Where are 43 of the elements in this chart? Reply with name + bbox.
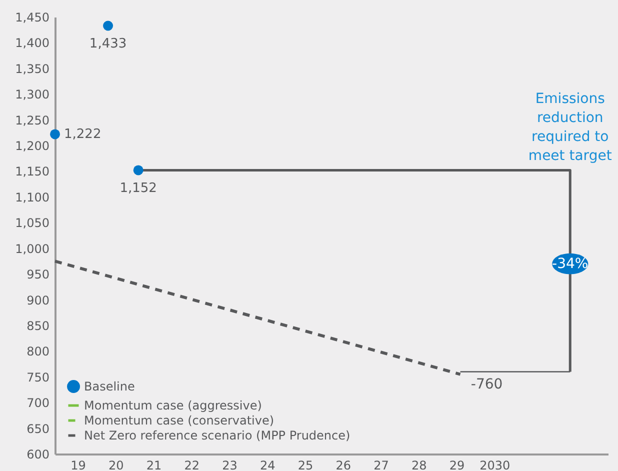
point [103,20,114,31]
y-tick-label: 700 [26,396,50,410]
x-tick-label: 22 [184,458,200,471]
x-tick-label: 27 [374,458,389,471]
y-tick-label: 1,050 [15,216,50,230]
x-tick-label: 21 [146,458,162,471]
y-tick-label: 1,350 [15,62,50,76]
annotation: -34% [552,256,588,272]
y-tick-label: 800 [26,344,50,359]
y-tick-label: 600 [26,448,50,462]
data-label: 1,152 [120,181,157,196]
x-tick-label: 20 [108,458,124,471]
point [50,129,60,140]
data-label: 1,222 [64,127,102,142]
y-tick-label: 1,150 [15,164,50,179]
y-tick-label: 650 [26,422,50,436]
y-tick-label: 1,000 [15,242,50,256]
x-tick-label: 24 [260,458,276,471]
legend-label: Momentum case (aggressive) [84,398,262,412]
y-tick-label: 1,400 [15,36,50,50]
y-tick-label: 1,300 [15,88,50,102]
y-tick-label: 900 [26,293,50,308]
x-tick-label: 26 [336,458,352,471]
legend-label: Baseline [84,380,135,394]
data-label: 1,433 [89,36,127,52]
x-tick-label: 29 [449,458,465,471]
point [133,165,144,176]
x-tick-label: 28 [411,458,427,471]
x-tick-label: 25 [298,458,314,471]
x-tick-label: 2030 [480,458,510,471]
legend-label: Momentum case (conservative) [84,414,274,428]
annotation: -760 [470,376,503,393]
y-tick-label: 1,200 [15,139,50,154]
y-tick-label: 850 [26,318,50,333]
y-tick-label: 1,250 [15,113,50,128]
y-tick-label: 1,450 [15,10,50,24]
y-tick-label: 950 [26,268,50,282]
x-tick-label: 19 [70,458,86,471]
y-tick-label: 750 [26,370,50,384]
y-tick-label: 1,100 [15,190,50,204]
annotation: Emissions reduction required to meet target [528,91,612,164]
x-tick-label: 23 [222,458,238,471]
legend-label: Net Zero reference scenario (MPP Prudence) [84,428,350,442]
